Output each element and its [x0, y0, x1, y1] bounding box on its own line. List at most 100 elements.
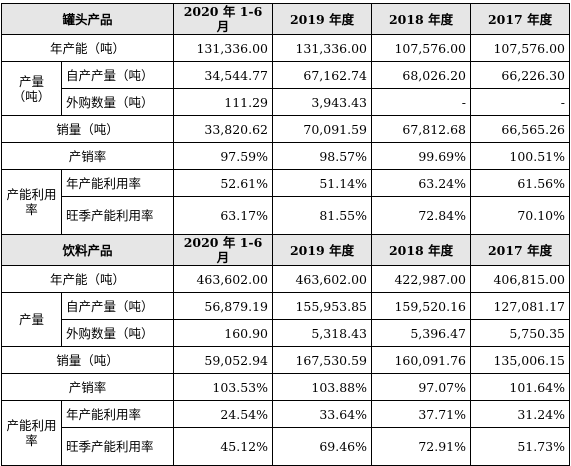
purchased-cell: 3,943.43: [272, 88, 373, 116]
purchased-cell: 160.90: [173, 319, 274, 347]
sell-through-cell: 98.57%: [272, 142, 373, 170]
annual-util-row: 产能利用率 年产能利用率 24.54% 33.64% 37.71% 31.24%: [1, 400, 571, 466]
col-header-2020h1: 2020 年 1-6 月: [173, 234, 274, 266]
annual-util-cell: 52.61%: [173, 169, 274, 197]
annual-util-label: 年产能利用率: [60, 400, 175, 428]
peak-util-row: 旺季产能利用率 45.12% 69.46% 72.91% 51.73%: [2, 427, 571, 466]
capacity-cell: 463,602.00: [272, 265, 373, 293]
peak-util-cell: 72.91%: [371, 427, 472, 466]
capacity-cell: 107,576.00: [371, 34, 472, 62]
capacity-cell: 131,336.00: [173, 34, 274, 62]
capacity-cell: 107,576.00: [470, 34, 571, 62]
self-produced-cell: 155,953.85: [272, 292, 373, 320]
utilization-label: 产能利用率: [1, 169, 62, 235]
section-title: 罐头产品: [0, 3, 175, 35]
peak-util-cell: 72.84%: [371, 196, 472, 235]
utilization-label: 产能利用率: [1, 400, 62, 466]
output-label: 产量（吨）: [1, 61, 62, 116]
capacity-row: 年产能（吨） 131,336.00 131,336.00 107,576.00 …: [0, 34, 571, 62]
peak-util-cell: 45.12%: [173, 427, 274, 466]
peak-util-label: 旺季产能利用率: [60, 427, 175, 466]
annual-util-cell: 61.56%: [470, 169, 571, 197]
sales-cell: 160,091.76: [371, 346, 472, 374]
sell-through-label: 产销率: [0, 373, 175, 401]
peak-util-cell: 81.55%: [272, 196, 373, 235]
peak-util-cell: 51.73%: [470, 427, 571, 466]
sales-row: 销量（吨） 59,052.94 167,530.59 160,091.76 13…: [0, 346, 571, 374]
peak-util-cell: 63.17%: [173, 196, 274, 235]
annual-util-cell: 24.54%: [173, 400, 274, 428]
annual-util-cell: 31.24%: [470, 400, 571, 428]
purchased-cell: 5,318.43: [272, 319, 373, 347]
peak-util-row: 旺季产能利用率 63.17% 81.55% 72.84% 70.10%: [2, 196, 571, 235]
sales-cell: 67,812.68: [371, 115, 472, 143]
capacity-cell: 422,987.00: [371, 265, 472, 293]
sales-row: 销量（吨） 33,820.62 70,091.59 67,812.68 66,5…: [0, 115, 571, 143]
self-produced-cell: 34,544.77: [173, 61, 274, 89]
annual-util-cell: 37.71%: [371, 400, 472, 428]
peak-util-cell: 70.10%: [470, 196, 571, 235]
sell-through-cell: 103.88%: [272, 373, 373, 401]
sales-cell: 135,006.15: [470, 346, 571, 374]
col-header-2019: 2019 年度: [272, 234, 373, 266]
section-header-row: 罐头产品 2020 年 1-6 月 2019 年度 2018 年度 2017 年…: [0, 3, 571, 35]
sales-cell: 66,565.26: [470, 115, 571, 143]
purchased-row: 外购数量（吨） 111.29 3,943.43 - -: [2, 88, 571, 116]
self-produced-cell: 159,520.16: [371, 292, 472, 320]
self-produced-cell: 68,026.20: [371, 61, 472, 89]
sell-through-cell: 99.69%: [371, 142, 472, 170]
annual-util-cell: 51.14%: [272, 169, 373, 197]
annual-util-label: 年产能利用率: [60, 169, 175, 197]
peak-util-label: 旺季产能利用率: [60, 196, 175, 235]
sales-cell: 167,530.59: [272, 346, 373, 374]
capacity-cell: 463,602.00: [173, 265, 274, 293]
purchased-label: 外购数量（吨）: [60, 88, 175, 116]
sell-through-cell: 101.64%: [470, 373, 571, 401]
purchased-row: 外购数量（吨） 160.90 5,318.43 5,396.47 5,750.3…: [2, 319, 571, 347]
sales-cell: 70,091.59: [272, 115, 373, 143]
sell-through-row: 产销率 97.59% 98.57% 99.69% 100.51%: [0, 142, 571, 170]
self-produced-label: 自产产量（吨）: [60, 292, 175, 320]
sales-cell: 59,052.94: [173, 346, 274, 374]
annual-util-row: 产能利用率 年产能利用率 52.61% 51.14% 63.24% 61.56%: [1, 169, 571, 235]
col-header-2017: 2017 年度: [470, 234, 571, 266]
purchased-cell: 5,750.35: [470, 319, 571, 347]
col-header-2018: 2018 年度: [371, 3, 472, 35]
col-header-2020h1: 2020 年 1-6 月: [173, 3, 274, 35]
annual-util-cell: 33.64%: [272, 400, 373, 428]
sell-through-cell: 100.51%: [470, 142, 571, 170]
peak-util-cell: 69.46%: [272, 427, 373, 466]
sales-label: 销量（吨）: [0, 346, 175, 374]
capacity-label: 年产能（吨）: [0, 265, 175, 293]
sell-through-row: 产销率 103.53% 103.88% 97.07% 101.64%: [0, 373, 571, 401]
purchased-cell: 111.29: [173, 88, 274, 116]
sales-label: 销量（吨）: [0, 115, 175, 143]
sell-through-label: 产销率: [0, 142, 175, 170]
capacity-row: 年产能（吨） 463,602.00 463,602.00 422,987.00 …: [0, 265, 571, 293]
annual-util-cell: 63.24%: [371, 169, 472, 197]
capacity-label: 年产能（吨）: [0, 34, 175, 62]
capacity-cell: 131,336.00: [272, 34, 373, 62]
self-produced-cell: 56,879.19: [173, 292, 274, 320]
self-produced-cell: 127,081.17: [470, 292, 571, 320]
self-produced-cell: 66,226.30: [470, 61, 571, 89]
output-label: 产量: [1, 292, 62, 347]
purchased-cell: 5,396.47: [371, 319, 472, 347]
sales-cell: 33,820.62: [173, 115, 274, 143]
purchased-cell: -: [470, 88, 571, 116]
section-header-row: 饮料产品 2020 年 1-6 月 2019 年度 2018 年度 2017 年…: [0, 234, 571, 266]
self-produced-label: 自产产量（吨）: [60, 61, 175, 89]
sell-through-cell: 97.59%: [173, 142, 274, 170]
purchased-cell: -: [371, 88, 472, 116]
section-title: 饮料产品: [0, 234, 175, 266]
col-header-2017: 2017 年度: [470, 3, 571, 35]
self-produced-row: 产量（吨） 自产产量（吨） 34,544.77 67,162.74 68,026…: [1, 61, 571, 116]
production-sales-table: 罐头产品 2020 年 1-6 月 2019 年度 2018 年度 2017 年…: [0, 3, 571, 466]
capacity-cell: 406,815.00: [470, 265, 571, 293]
self-produced-row: 产量 自产产量（吨） 56,879.19 155,953.85 159,520.…: [1, 292, 571, 347]
col-header-2018: 2018 年度: [371, 234, 472, 266]
purchased-label: 外购数量（吨）: [60, 319, 175, 347]
sell-through-cell: 103.53%: [173, 373, 274, 401]
col-header-2019: 2019 年度: [272, 3, 373, 35]
sell-through-cell: 97.07%: [371, 373, 472, 401]
